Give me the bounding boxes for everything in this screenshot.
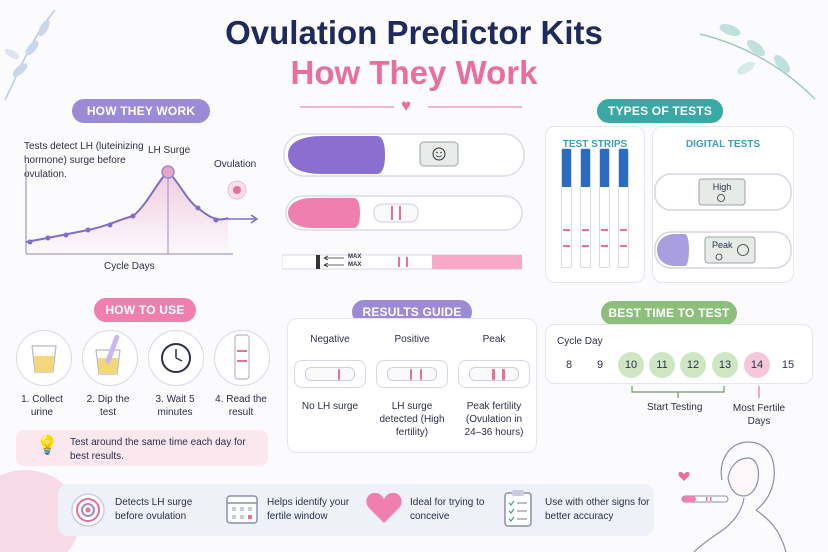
best-time-label: BEST TIME TO TEST (601, 301, 737, 325)
pink-test-kit (285, 195, 523, 231)
strip-max-label-1: MAX (348, 254, 362, 260)
start-testing-bracket (631, 386, 725, 398)
day-11: 11 (649, 352, 675, 378)
types-of-tests-label: TYPES OF TESTS (597, 99, 723, 123)
benefit-text-3: Ideal for trying to conceive (410, 497, 485, 522)
best-time-card (545, 324, 813, 384)
digital-readout-high: High (712, 182, 732, 192)
leaf-decoration-left-icon (4, 9, 56, 101)
clock-icon (161, 343, 191, 373)
purple-digital-test-kit (283, 133, 525, 177)
result-heading-positive: Positive (394, 334, 430, 345)
test-strip-4 (618, 148, 629, 268)
checklist-icon (504, 490, 532, 527)
read-result-strip-icon (234, 334, 250, 380)
most-fertile-label: Most Fertile Days (732, 403, 786, 427)
result-negative-box (294, 360, 366, 388)
title-heart-icon: ♥ (401, 96, 412, 115)
how-to-use-label: HOW TO USE (94, 298, 196, 322)
test-strip-horizontal (282, 254, 522, 270)
calendar-icon (226, 495, 258, 524)
test-strip-3 (599, 148, 610, 268)
test-strip-2 (580, 148, 591, 268)
page-title: Ovulation Predictor Kits (225, 14, 603, 51)
digital-test-peak (654, 231, 792, 269)
start-testing-label: Start Testing (647, 402, 703, 413)
day-10: 10 (618, 352, 644, 378)
page-subtitle: How They Work (290, 54, 538, 91)
lightbulb-icon: 💡 (36, 435, 59, 455)
lh-curve-chart (25, 164, 259, 255)
benefit-text-2: Helps identify your fertile window (267, 497, 350, 522)
dip-test-icon (95, 334, 121, 375)
day-9: 9 (596, 359, 604, 371)
how-they-work-label: HOW THEY WORK (72, 99, 210, 123)
step-4-label: 4. Read the result (215, 394, 267, 418)
day-8: 8 (565, 359, 573, 371)
step-3-label: 3. Wait 5 minutes (155, 394, 195, 418)
step-2-label: 2. Dip the test (86, 394, 130, 418)
strip-max-label-2: MAX (348, 262, 362, 268)
result-heading-negative: Negative (310, 334, 350, 345)
woman-illustration-icon (678, 441, 787, 552)
title-divider-left (300, 106, 394, 108)
cycle-day-label: Cycle Day (557, 336, 603, 347)
result-text-negative: No LH surge (301, 401, 359, 412)
digital-test-high (654, 173, 792, 211)
x-axis-label: Cycle Days (104, 261, 155, 272)
day-15: 15 (781, 359, 795, 371)
title-divider-right (428, 106, 522, 108)
result-positive-box (376, 360, 448, 388)
test-strip-1 (561, 148, 572, 268)
result-heading-peak: Peak (482, 334, 506, 345)
result-text-peak: Peak fertility (Ovulation in 24–36 hours… (464, 401, 524, 438)
day-14: 14 (744, 352, 770, 378)
digital-tests-title: DIGITAL TESTS (685, 139, 761, 150)
tip-text: Test around the same time each day for b… (70, 437, 246, 462)
heart-icon (366, 492, 402, 523)
target-icon (71, 493, 105, 527)
result-text-positive: LH surge detected (High fertility) (379, 401, 445, 438)
benefit-text-4: Use with other signs for better accuracy (545, 497, 650, 522)
urine-cup-icon (31, 345, 57, 373)
step-1-label: 1. Collect urine (21, 394, 63, 418)
tip-box (16, 430, 268, 466)
most-fertile-bracket (758, 386, 760, 398)
test-strips-title: TEST STRIPS (562, 139, 628, 150)
benefits-bar (58, 484, 654, 536)
ovulation-label: Ovulation (214, 159, 257, 170)
lh-surge-label: LH Surge (148, 145, 191, 156)
digital-readout-peak: Peak (712, 240, 733, 250)
result-peak-box (458, 360, 530, 388)
day-12: 12 (680, 352, 706, 378)
how-they-work-description: Tests detect LH (luteinizing hormone) su… (24, 141, 144, 180)
benefit-text-1: Detects LH surge before ovulation (115, 497, 193, 522)
leaf-decoration-right-icon (699, 23, 816, 100)
day-13: 13 (712, 352, 738, 378)
